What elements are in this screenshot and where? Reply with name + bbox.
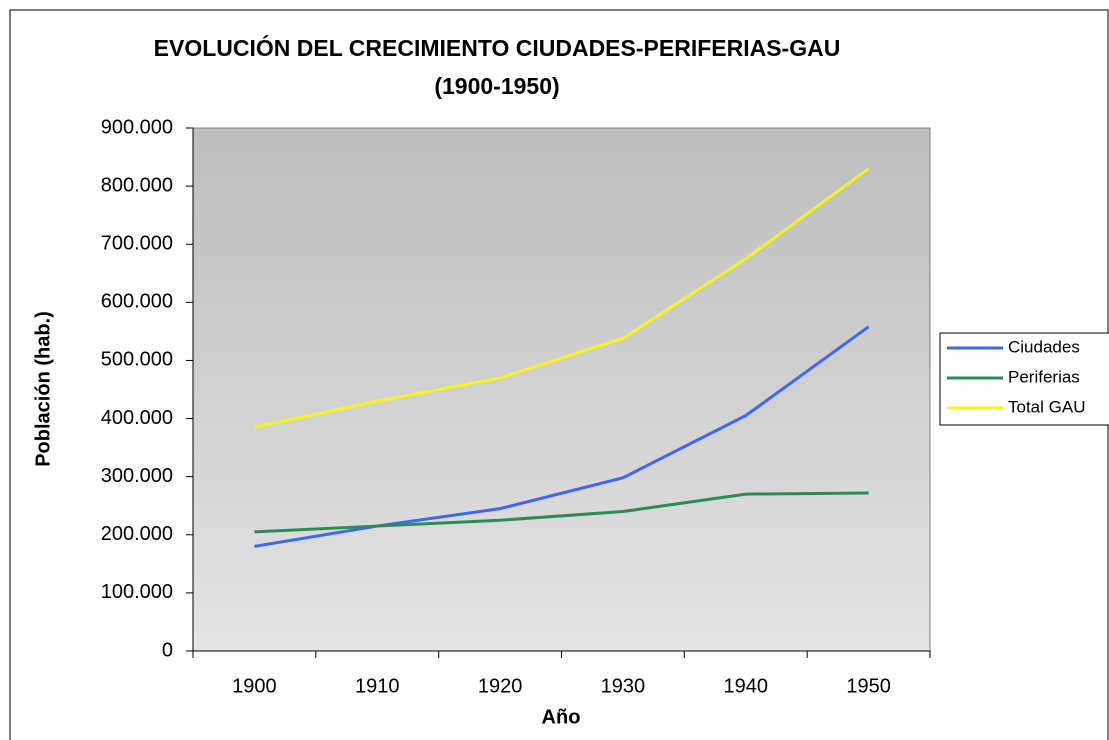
y-tick-label: 800.000 (101, 174, 173, 196)
x-axis-label: Año (542, 706, 581, 728)
legend-label: Total GAU (1008, 397, 1085, 416)
series-line (254, 167, 870, 429)
y-tick-label: 0 (162, 639, 173, 661)
y-tick-label: 700.000 (101, 233, 173, 255)
y-tick-label: 400.000 (101, 407, 173, 429)
x-tick-label: 1940 (724, 675, 769, 697)
y-tick-label: 300.000 (101, 465, 173, 487)
y-tick-label: 200.000 (101, 523, 173, 545)
chart-subtitle: (1900-1950) (434, 73, 559, 99)
series-line (254, 325, 870, 548)
series-line (254, 491, 869, 534)
y-tick-label: 500.000 (101, 349, 173, 371)
x-tick-label: 1950 (846, 675, 891, 697)
y-tick-label: 600.000 (101, 291, 173, 313)
x-tick-label: 1920 (478, 675, 523, 697)
y-tick-label: 900.000 (101, 116, 173, 138)
y-axis-label: Población (hab.) (32, 311, 54, 467)
legend-label: Ciudades (1008, 337, 1080, 356)
legend-label: Periferias (1008, 367, 1080, 386)
x-tick-label: 1900 (232, 675, 277, 697)
y-tick-label: 100.000 (101, 581, 173, 603)
x-tick-label: 1910 (355, 675, 400, 697)
chart-title: EVOLUCIÓN DEL CRECIMIENTO CIUDADES-PERIF… (154, 34, 841, 61)
x-tick-label: 1930 (601, 675, 646, 697)
